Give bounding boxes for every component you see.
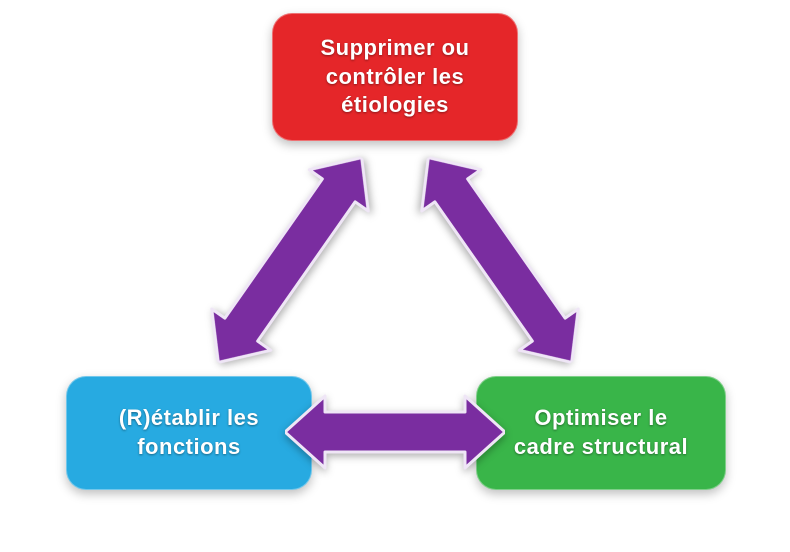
node-right: Optimiser lecadre structural <box>476 376 726 490</box>
arrow-top-right <box>396 135 603 385</box>
node-top: Supprimer oucontrôler lesétiologies <box>272 13 518 141</box>
arrow-bottom <box>285 393 505 471</box>
diagram-stage: Supprimer oucontrôler lesétiologies (R)é… <box>0 0 790 552</box>
node-left: (R)établir lesfonctions <box>66 376 312 490</box>
arrow-top-left <box>186 135 393 385</box>
